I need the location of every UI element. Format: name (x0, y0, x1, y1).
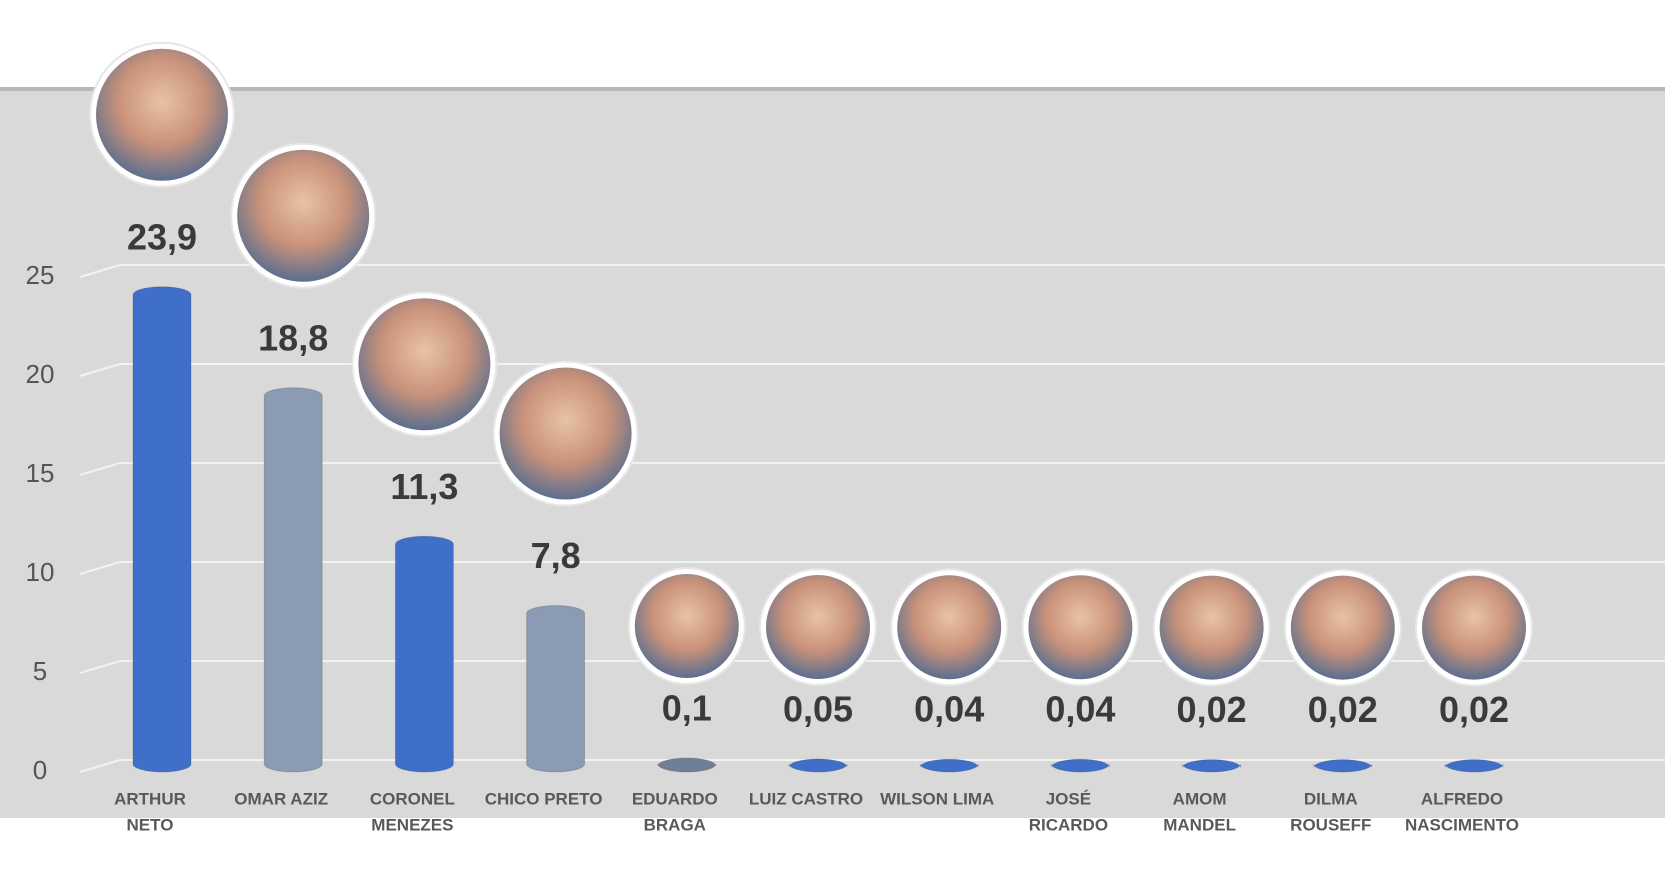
x-tick-label: MENEZES (371, 815, 453, 834)
x-tick-label: MANDEL (1163, 815, 1236, 834)
bar (657, 757, 717, 773)
x-tick-label: CORONEL (370, 789, 455, 808)
bar (526, 605, 586, 773)
x-tick-label: RICARDO (1029, 815, 1108, 834)
x-tick-label: AMOM (1173, 789, 1227, 808)
y-tick-label: 20 (26, 359, 55, 389)
x-tick-label: ALFREDO (1421, 789, 1503, 808)
x-tick-label: ROUSEFF (1290, 815, 1371, 834)
x-tick-label: WILSON LIMA (880, 789, 994, 808)
x-tick-label: LUIZ CASTRO (749, 789, 863, 808)
value-label: 11,3 (390, 466, 458, 507)
candidate-photo (1028, 575, 1133, 680)
candidate-photo (499, 367, 632, 500)
y-tick-label: 5 (33, 656, 47, 686)
grid-perspective (79, 462, 121, 476)
candidate-photo (96, 48, 228, 181)
y-tick-label: 10 (26, 557, 55, 587)
value-label: 23,9 (127, 216, 197, 257)
y-tick-label: 15 (26, 458, 55, 488)
value-label: 0,04 (914, 689, 984, 730)
x-tick-label: OMAR AZIZ (234, 789, 328, 808)
candidate-photo (897, 575, 1002, 680)
grid-perspective (79, 759, 121, 773)
candidate-photo (766, 575, 870, 680)
value-label: 0,1 (662, 688, 712, 729)
value-label: 0,02 (1439, 689, 1509, 730)
bar (394, 535, 454, 773)
candidate-photo (1422, 575, 1526, 680)
candidate-photo (1290, 575, 1395, 680)
x-tick-label: EDUARDO (632, 789, 718, 808)
x-tick-label: NETO (127, 815, 174, 834)
value-label: 0,02 (1308, 689, 1378, 730)
bar (1313, 759, 1373, 773)
value-label: 18,8 (258, 317, 328, 358)
x-tick-label: JOSÉ (1046, 789, 1091, 808)
value-label: 7,8 (531, 535, 581, 576)
bar (1444, 759, 1504, 773)
x-tick-label: DILMA (1304, 789, 1358, 808)
x-tick-label: BRAGA (644, 815, 706, 834)
candidate-photo (1159, 575, 1264, 680)
x-tick-label: ARTHUR (114, 789, 186, 808)
bar (788, 758, 848, 773)
bar (132, 286, 192, 773)
bar (1050, 758, 1110, 773)
candidate-photo (634, 574, 739, 679)
candidate-photo (358, 298, 491, 431)
x-tick-label: CHICO PRETO (485, 789, 603, 808)
value-label: 0,02 (1177, 689, 1247, 730)
value-label: 0,04 (1045, 689, 1115, 730)
value-label: 0,05 (783, 689, 853, 730)
candidate-photo (237, 149, 370, 282)
bar (1182, 759, 1242, 773)
grid-perspective (79, 264, 121, 278)
bar (919, 758, 979, 773)
y-tick-label: 0 (33, 755, 47, 785)
grid-perspective (79, 660, 121, 674)
grid-perspective (79, 561, 121, 575)
x-tick-label: NASCIMENTO (1405, 815, 1519, 834)
grid-perspective (79, 363, 121, 377)
y-tick-label: 25 (26, 260, 55, 290)
bar (263, 387, 323, 773)
